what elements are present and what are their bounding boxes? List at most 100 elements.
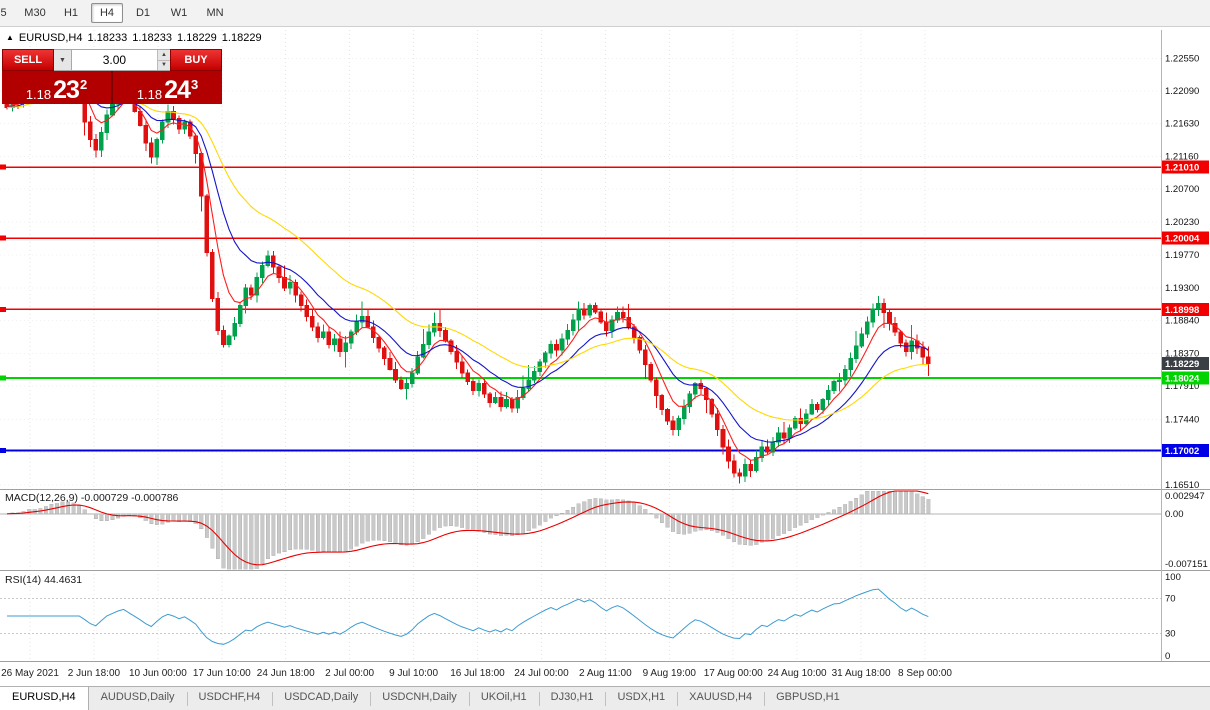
timeframe-m30[interactable]: M30 [24,7,46,19]
chart-tab-bar: EURUSD,H4 AUDUSD,Daily USDCHF,H4 USDCAD,Dai… [0,686,1210,710]
timeframe-m5[interactable]: M5 [0,7,7,19]
svg-text:1.20230: 1.20230 [1165,217,1199,228]
svg-text:1.18998: 1.18998 [1165,305,1199,316]
svg-text:1.16510: 1.16510 [1165,480,1199,491]
macd-values: -0.000729 -0.000786 [80,492,179,504]
svg-text:24 Jul 00:00: 24 Jul 00:00 [514,668,569,679]
svg-text:1.17002: 1.17002 [1165,446,1199,457]
horizontal-level-lines[interactable] [0,164,1161,453]
chart-tab-eurusd-h4[interactable]: EURUSD,H4 [0,687,89,710]
chart-tab-audusd-daily[interactable]: AUDUSD,Daily [100,691,175,703]
svg-text:1.22090: 1.22090 [1165,86,1199,97]
svg-text:100: 100 [1165,572,1181,583]
svg-text:17 Aug 00:00: 17 Aug 00:00 [704,668,763,679]
svg-text:70: 70 [1165,593,1176,604]
svg-text:9 Aug 19:00: 9 Aug 19:00 [643,668,697,679]
buy-button[interactable]: BUY [170,49,222,71]
buy-price-main: 24 [164,75,191,104]
svg-text:24 Jun 18:00: 24 Jun 18:00 [257,668,315,679]
svg-text:1.21630: 1.21630 [1165,118,1199,129]
quote-summary: ▲ EURUSD,H4 1.18233 1.18233 1.18229 1.18… [6,32,262,44]
svg-text:16 Jul 18:00: 16 Jul 18:00 [450,668,505,679]
timeframe-h4[interactable]: H4 [91,3,123,23]
quote-high: 1.18233 [132,32,173,44]
macd-header: MACD(12,26,9) -0.000729 -0.000786 [5,492,178,504]
gridlines [0,30,1161,661]
timeframe-h1[interactable]: H1 [63,7,79,19]
chart-canvas[interactable]: 1.22550 1.22090 1.21630 1.21160 1.20700 1.202… [0,30,1210,682]
svg-text:1.17910: 1.17910 [1165,381,1199,392]
svg-text:8 Sep 00:00: 8 Sep 00:00 [898,668,952,679]
svg-text:9 Jul 10:00: 9 Jul 10:00 [389,668,438,679]
chart-tab-usdchf-h4[interactable]: USDCHF,H4 [186,687,273,710]
svg-text:1.22550: 1.22550 [1165,53,1199,64]
volume-stepper: ▲ ▼ [156,50,170,70]
svg-text:2 Aug 11:00: 2 Aug 11:00 [579,668,632,679]
svg-text:1.18024: 1.18024 [1165,374,1200,385]
time-axis[interactable]: 26 May 2021 2 Jun 18:00 10 Jun 00:00 17 Jun… [1,668,952,679]
volume-input[interactable] [72,50,157,70]
buy-price-pip: 3 [190,77,199,92]
svg-text:31 Aug 18:00: 31 Aug 18:00 [832,668,891,679]
price-axis-badges: 1.21010 1.20004 1.18998 1.18024 1.17002 1.182… [1162,160,1209,457]
volume-step-up-icon[interactable]: ▲ [157,50,170,61]
quote-symbol: EURUSD,H4 [18,32,83,44]
svg-text:1.17440: 1.17440 [1165,414,1199,425]
svg-text:1.19300: 1.19300 [1165,283,1199,294]
timeframe-w1[interactable]: W1 [170,7,188,19]
chart-tab-usdcad-daily[interactable]: USDCAD,Daily [272,687,370,710]
volume-step-down-icon[interactable]: ▼ [157,60,170,70]
rsi-label: RSI(14) [5,574,42,586]
svg-text:1.20004: 1.20004 [1165,234,1200,245]
sell-price-button[interactable]: 1.18 23 2 [2,71,113,104]
svg-text:26 May 2021: 26 May 2021 [1,668,59,679]
svg-text:1.18840: 1.18840 [1165,315,1199,326]
sell-price-head: 1.18 [25,87,52,102]
rsi-panel [0,588,1161,645]
sell-button[interactable]: SELL [2,49,54,71]
svg-text:30: 30 [1165,629,1176,640]
macd-panel [0,490,1161,570]
panel-separators[interactable] [0,30,1210,662]
sell-price-pip: 2 [79,77,88,92]
chart-tab-usdx-h1[interactable]: USDX,H1 [605,687,677,710]
svg-text:0.002947: 0.002947 [1165,491,1205,502]
candles-layer [4,53,931,484]
timeframe-toolbar: M5 M30 H1 H4 D1 W1 MN [0,0,1210,27]
one-click-trading-panel: SELL ▼ ▲ ▼ BUY 1.18 23 2 1.18 24 3 [2,49,222,104]
svg-text:2 Jul 00:00: 2 Jul 00:00 [325,668,374,679]
quote-close: 1.18229 [221,32,262,44]
order-options-dropdown[interactable]: ▼ [54,49,72,71]
svg-text:2 Jun 18:00: 2 Jun 18:00 [68,668,121,679]
svg-text:1.19770: 1.19770 [1165,250,1199,261]
chart-tab-gbpusd-h1[interactable]: GBPUSD,H1 [764,687,852,710]
timeframe-d1[interactable]: D1 [135,7,151,19]
buy-price-button[interactable]: 1.18 24 3 [113,71,222,104]
svg-text:17 Jun 10:00: 17 Jun 10:00 [193,668,251,679]
svg-text:-0.007151: -0.007151 [1165,559,1208,570]
svg-text:1.20700: 1.20700 [1165,184,1199,195]
svg-text:10 Jun 00:00: 10 Jun 00:00 [129,668,187,679]
macd-label: MACD(12,26,9) [5,492,78,504]
svg-text:1.18229: 1.18229 [1165,359,1199,370]
rsi-header: RSI(14) 44.4631 [5,574,82,586]
moving-averages-layer [6,69,929,461]
rsi-value: 44.4631 [44,574,83,586]
svg-text:1.21010: 1.21010 [1165,163,1199,174]
timeframe-mn[interactable]: MN [206,7,224,19]
buy-price-head: 1.18 [136,87,163,102]
svg-text:0: 0 [1165,651,1170,662]
chart-tab-usdcnh-daily[interactable]: USDCNH,Daily [370,687,469,710]
chart-tab-ukoil-h1[interactable]: UKOil,H1 [468,687,539,710]
quote-open: 1.18233 [87,32,128,44]
chevron-down-icon: ▼ [59,56,66,64]
svg-text:24 Aug 10:00: 24 Aug 10:00 [768,668,827,679]
svg-text:1.21160: 1.21160 [1165,152,1199,163]
svg-text:0.00: 0.00 [1165,509,1184,520]
chart-tab-dj30-h1[interactable]: DJ30,H1 [538,687,606,710]
sell-price-main: 23 [53,75,80,104]
price-up-triangle-icon: ▲ [6,33,14,42]
quote-low: 1.18229 [177,32,217,44]
chart-tab-xauusd-h4[interactable]: XAUUSD,H4 [677,687,764,710]
svg-text:1.18370: 1.18370 [1165,349,1199,360]
